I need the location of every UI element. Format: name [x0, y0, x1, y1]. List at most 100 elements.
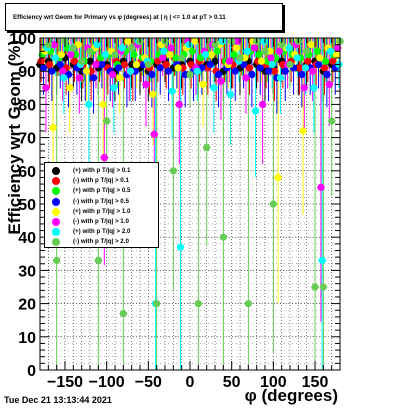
y-axis-title: Efficiency wrt Geom (%): [5, 40, 24, 235]
chart-title: Efficiency wrt Geom for Primary vs φ (de…: [13, 14, 226, 21]
data-point: [274, 173, 282, 182]
data-point: [56, 60, 64, 69]
y-tick-label: 80: [18, 97, 36, 114]
data-point: [314, 60, 323, 69]
data-point: [328, 117, 336, 125]
y-tick-label: 30: [18, 263, 36, 280]
legend-entry: (+) with p T/|q| > 0.5: [49, 186, 159, 196]
data-point: [261, 47, 269, 55]
legend-entry: (+) with p T/|q| > 0.1: [49, 166, 159, 176]
data-point: [251, 107, 260, 115]
data-point: [234, 37, 242, 45]
data-point: [219, 233, 227, 241]
data-point: [203, 143, 211, 152]
data-point: [255, 51, 263, 59]
legend-label: (-) with p T/|q| > 2.0: [73, 238, 129, 246]
data-point: [144, 60, 152, 69]
data-point: [309, 67, 317, 75]
data-point: [303, 47, 311, 55]
data-point: [109, 70, 117, 79]
data-point: [99, 100, 107, 108]
data-point: [207, 51, 216, 59]
data-point: [51, 54, 60, 62]
data-point: [86, 47, 94, 55]
data-point: [150, 130, 158, 138]
data-point: [86, 57, 94, 65]
y-tick-label: 60: [18, 164, 36, 181]
data-point: [103, 117, 111, 125]
data-point: [110, 84, 118, 92]
data-point: [92, 60, 100, 69]
data-point: [193, 67, 201, 75]
x-tick-label: 100: [260, 374, 287, 391]
data-point: [111, 51, 119, 59]
data-point: [126, 67, 135, 75]
data-point: [124, 37, 132, 45]
data-point: [236, 54, 244, 62]
data-point: [44, 41, 52, 49]
data-point: [66, 84, 74, 92]
data-point: [217, 77, 225, 85]
data-point: [286, 60, 294, 69]
chart-title-box: Efficiency wrt Geom for Primary vs φ (de…: [5, 3, 283, 31]
data-point: [319, 283, 327, 291]
data-point: [153, 300, 161, 308]
legend-entry: (+) with p T/|q| > 2.0: [49, 227, 159, 237]
data-point: [267, 54, 275, 62]
legend-marker: [52, 167, 60, 175]
data-point: [334, 44, 342, 52]
data-point: [172, 54, 180, 62]
data-point: [264, 67, 273, 75]
data-point: [37, 57, 45, 65]
data-point: [82, 67, 91, 75]
data-point: [232, 44, 241, 52]
data-point: [250, 44, 258, 52]
data-point: [175, 100, 183, 108]
legend-marker: [52, 187, 60, 196]
data-point: [323, 70, 331, 79]
data-point: [281, 67, 289, 75]
data-point: [244, 300, 252, 308]
data-point: [53, 256, 61, 265]
data-point: [194, 300, 202, 308]
data-point: [225, 57, 233, 65]
legend-entry: (-) with p T/|q| > 1.0: [49, 217, 159, 227]
data-point: [67, 51, 75, 59]
data-point: [230, 51, 238, 59]
x-axis-title: φ (degrees): [245, 386, 338, 405]
data-point: [285, 44, 293, 52]
data-point: [245, 64, 254, 72]
data-point: [160, 47, 168, 55]
data-point: [85, 100, 93, 108]
data-point: [75, 74, 83, 82]
y-tick-label: 20: [18, 297, 36, 314]
data-point: [42, 84, 50, 92]
data-point: [256, 64, 264, 72]
data-point: [316, 54, 324, 62]
data-point: [176, 243, 185, 251]
data-point: [78, 57, 86, 65]
legend-marker: [52, 197, 60, 206]
x-tick-label: 50: [223, 374, 241, 391]
y-tick-label: 40: [18, 230, 36, 247]
data-point: [128, 44, 136, 52]
data-point: [304, 57, 312, 65]
data-point: [293, 54, 301, 62]
data-point: [199, 80, 207, 89]
data-point: [166, 51, 174, 59]
y-tick-label: 70: [18, 131, 36, 148]
data-point: [118, 44, 126, 52]
data-point: [213, 47, 221, 55]
data-point: [116, 74, 124, 82]
data-point: [299, 127, 307, 135]
data-point: [214, 70, 223, 79]
data-point: [100, 153, 108, 162]
data-point: [211, 41, 219, 49]
data-point: [174, 64, 182, 72]
data-point: [185, 41, 193, 49]
data-point: [142, 80, 150, 89]
data-point: [188, 47, 196, 55]
data-point: [59, 67, 67, 75]
data-point: [159, 54, 167, 62]
